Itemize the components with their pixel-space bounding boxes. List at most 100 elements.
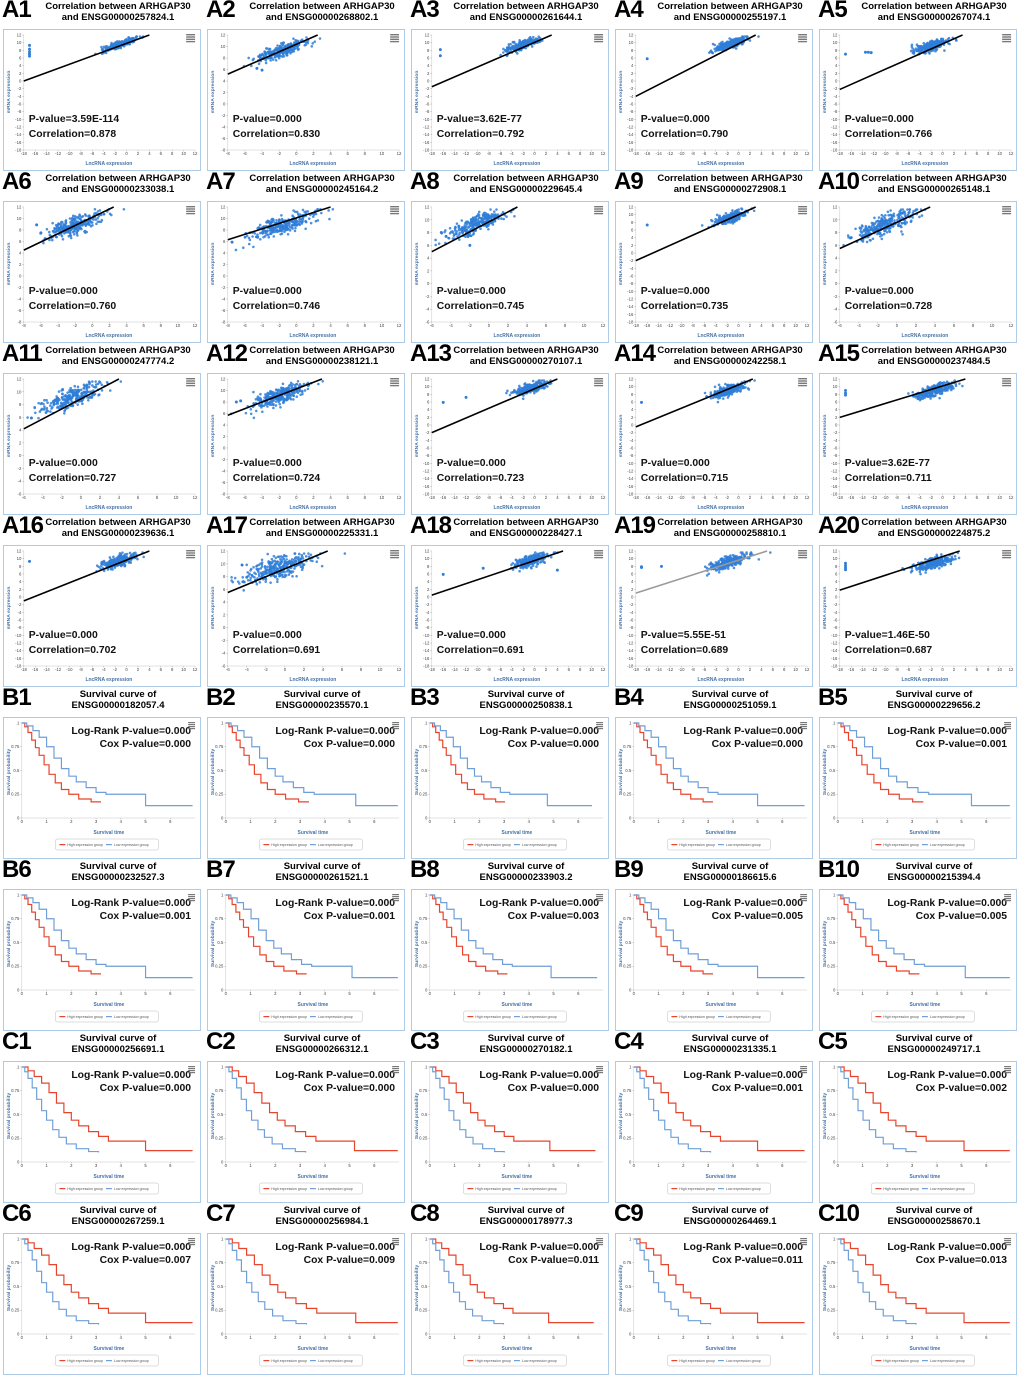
svg-text:-8: -8 <box>426 109 430 114</box>
chart-export-menu-icon[interactable] <box>186 34 196 43</box>
svg-text:4: 4 <box>526 323 529 328</box>
legend-low-line-icon <box>921 1360 928 1362</box>
chart-frame: -18 -18 -16 -16 -14 -14 -12 -12 -10 -10 -8 -8 -6 -6 -4… <box>411 545 609 687</box>
chart-export-menu-icon[interactable] <box>188 1238 196 1246</box>
chart-canvas: 0 1 2 3 4 5 600.250.50.751 Survival time Survi… <box>210 720 400 851</box>
svg-text:4: 4 <box>427 256 430 261</box>
panel-title: Correlation between ARHGAP30 and ENSG0000… <box>648 173 812 196</box>
gene-id: ENSG00000229656.2 <box>887 699 981 711</box>
correlation-annotation: Correlation=0.830 <box>233 129 321 140</box>
svg-text:10: 10 <box>176 323 181 328</box>
chart-export-menu-icon[interactable] <box>596 722 604 730</box>
chart-frame: 0 1 2 3 4 5 6 0 0.25 0.5 0.75 1 Survival time Survi… <box>411 1233 609 1375</box>
legend-high-label: High expression group <box>883 843 919 847</box>
svg-text:-14: -14 <box>15 132 22 137</box>
svg-text:-12: -12 <box>423 468 430 473</box>
x-axis-label: LncRNA expression <box>698 161 745 167</box>
chart-export-menu-icon[interactable] <box>188 722 196 730</box>
chart-export-menu-icon[interactable] <box>1002 550 1012 559</box>
svg-text:10: 10 <box>380 151 385 156</box>
legend-low-label: Low expression group <box>114 1187 149 1191</box>
svg-text:-16: -16 <box>644 323 651 328</box>
x-axis-label: Survival time <box>298 830 329 836</box>
chart-export-menu-icon[interactable] <box>390 206 400 215</box>
chart-export-menu-icon[interactable] <box>186 206 196 215</box>
chart-export-menu-icon[interactable] <box>596 894 604 902</box>
chart-plot-area: -18-18-16-16-14-14-12-12-10-10-8-8-6-6-4… <box>627 548 810 672</box>
svg-text:-4: -4 <box>426 94 430 99</box>
scatter-panel-cell: A4 Correlation between ARHGAP30 and ENSG0… <box>612 0 816 172</box>
chart-export-menu-icon[interactable] <box>798 206 808 215</box>
chart-plot-area: 0 1 2 3 4 5 600.250.50.751 <box>11 892 196 996</box>
panel-title: Survival curve of ENSG00000182057.4 <box>36 689 200 712</box>
chart-canvas: 0 1 2 3 4 5 600.250.50.751 Survival time Survi… <box>210 1064 400 1195</box>
svg-text:6: 6 <box>772 151 775 156</box>
chart-export-menu-icon[interactable] <box>1004 1066 1012 1074</box>
chart-export-menu-icon[interactable] <box>1004 1238 1012 1246</box>
svg-text:6: 6 <box>772 323 775 328</box>
chart-export-menu-icon[interactable] <box>390 550 400 559</box>
chart-export-menu-icon[interactable] <box>390 378 400 387</box>
legend-high-line-icon <box>671 844 678 846</box>
chart-export-menu-icon[interactable] <box>594 206 604 215</box>
chart-plot-area: 0 1 2 3 4 5 600.250.50.751 <box>623 1064 808 1168</box>
svg-text:6: 6 <box>346 495 349 500</box>
chart-frame: -6 -6 -4 -4 -2 -2 0 0 2 2 4 4 6 6 8 8 10 10 12 12 LncRNA ex… <box>207 545 405 687</box>
chart-frame: -18 -18 -16 -16 -14 -14 -12 -12 -10 -10 -8 -8 -6 -6 -4… <box>615 201 813 343</box>
chart-plot-area: 0 1 2 3 4 5 600.250.50.751 <box>419 720 604 824</box>
svg-text:0: 0 <box>737 323 740 328</box>
chart-export-menu-icon[interactable] <box>596 1238 604 1246</box>
panel-label: B8 <box>410 856 440 883</box>
chart-export-menu-icon[interactable] <box>798 378 808 387</box>
chart-export-menu-icon[interactable] <box>390 34 400 43</box>
chart-export-menu-icon[interactable] <box>800 722 808 730</box>
y-axis-label: Survival probability <box>210 1265 216 1312</box>
svg-text:8: 8 <box>427 230 430 235</box>
svg-text:-2: -2 <box>222 113 226 118</box>
chart-export-menu-icon[interactable] <box>1002 378 1012 387</box>
chart-export-menu-icon[interactable] <box>392 722 400 730</box>
legend-high-label: High expression group <box>883 1187 919 1191</box>
chart-export-menu-icon[interactable] <box>798 34 808 43</box>
chart-frame: 0 1 2 3 4 5 6 0 0.25 0.5 0.75 1 Survival time Survi… <box>411 889 609 1031</box>
chart-export-menu-icon[interactable] <box>1002 206 1012 215</box>
chart-export-menu-icon[interactable] <box>392 1238 400 1246</box>
chart-export-menu-icon[interactable] <box>188 894 196 902</box>
svg-text:0: 0 <box>80 495 83 500</box>
chart-export-menu-icon[interactable] <box>800 894 808 902</box>
chart-export-menu-icon[interactable] <box>1004 722 1012 730</box>
svg-text:4: 4 <box>631 63 634 68</box>
chart-export-menu-icon[interactable] <box>188 1066 196 1074</box>
title-line1: Survival curve of <box>895 689 973 700</box>
chart-export-menu-icon[interactable] <box>186 550 196 559</box>
svg-text:12: 12 <box>833 204 838 209</box>
legend-high-line-icon <box>467 1360 474 1362</box>
survival-panel-cell: B10 Survival curve of ENSG00000215394.4 0… <box>816 858 1020 1032</box>
chart-export-menu-icon[interactable] <box>594 378 604 387</box>
svg-text:-14: -14 <box>627 304 634 309</box>
pvalue-annotation: P-value=0.000 <box>845 286 914 297</box>
svg-text:2: 2 <box>312 495 315 500</box>
chart-export-menu-icon[interactable] <box>1004 894 1012 902</box>
chart-export-menu-icon[interactable] <box>392 1066 400 1074</box>
chart-export-menu-icon[interactable] <box>798 550 808 559</box>
svg-text:6: 6 <box>835 243 838 248</box>
svg-text:-2: -2 <box>630 258 634 263</box>
chart-export-menu-icon[interactable] <box>596 1066 604 1074</box>
title-line1: Survival curve of <box>895 1033 973 1044</box>
svg-text:8: 8 <box>987 151 990 156</box>
correlation-annotation: Correlation=0.790 <box>641 129 729 140</box>
gene-id: ENSG00000251059.1 <box>683 699 777 711</box>
chart-export-menu-icon[interactable] <box>1002 34 1012 43</box>
chart-export-menu-icon[interactable] <box>800 1238 808 1246</box>
svg-text:-2: -2 <box>277 495 281 500</box>
svg-text:-6: -6 <box>222 480 226 485</box>
chart-export-menu-icon[interactable] <box>186 378 196 387</box>
chart-frame: 0 1 2 3 4 5 6 0 0.25 0.5 0.75 1 Survival time Survi… <box>819 717 1017 859</box>
chart-export-menu-icon[interactable] <box>392 894 400 902</box>
chart-canvas: 0 1 2 3 4 5 600.250.50.751 Survival time Survi… <box>618 1236 808 1367</box>
chart-export-menu-icon[interactable] <box>594 550 604 559</box>
chart-export-menu-icon[interactable] <box>594 34 604 43</box>
chart-export-menu-icon[interactable] <box>800 1066 808 1074</box>
svg-text:6: 6 <box>545 323 548 328</box>
